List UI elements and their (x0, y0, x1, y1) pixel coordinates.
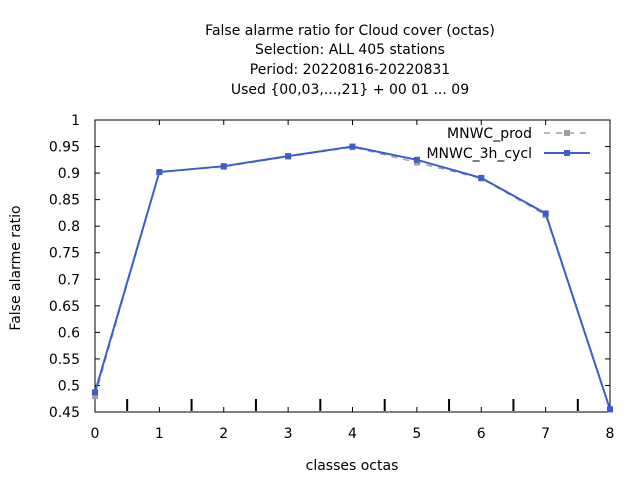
y-tick-label: 0.75 (49, 246, 80, 262)
y-tick-label: 0.95 (49, 140, 80, 156)
data-point (92, 393, 98, 400)
title-line-3: Period: 20220816-20220831 (250, 62, 450, 78)
x-tick-label: 3 (284, 426, 293, 442)
y-tick-label: 0.85 (49, 193, 80, 209)
series-line-mnwc-3h-cycl (94, 145, 611, 410)
plot-frame (94, 119, 611, 413)
x-tick-label: 0 (91, 426, 100, 442)
series-mnwc-3h-cycl (92, 143, 613, 413)
y-tick-label: 0.65 (49, 299, 80, 315)
data-point (220, 163, 227, 170)
data-point (478, 174, 485, 181)
x-tick-label: 1 (155, 426, 164, 442)
y-tick-label: 0.5 (58, 378, 80, 394)
y-tick-label: 0.55 (49, 352, 80, 368)
y-axis: 0.45 0.5 0.55 0.6 0.65 0.7 0.75 0.8 0.85 0.9 0.95 1 (49, 113, 610, 421)
legend: MNWC_prod MNWC_3h_cycl (426, 126, 590, 162)
x-tick-label: 2 (219, 426, 228, 442)
x-tick-label: 7 (541, 426, 550, 442)
x-axis: 0 1 2 3 4 5 6 7 8 (91, 120, 615, 442)
data-point (92, 389, 98, 396)
legend-label-mnwc-prod: MNWC_prod (447, 126, 532, 142)
y-tick-label: 0.45 (49, 405, 80, 421)
data-point (542, 210, 549, 217)
legend-marker-mnwc-3h-cycl (564, 150, 570, 156)
x-minor-ticks (126, 399, 579, 411)
x-axis-label: classes octas (306, 458, 399, 474)
series-mnwc-prod (92, 144, 613, 413)
chart-title: False alarme ratio for Cloud cover (octa… (205, 23, 495, 98)
y-axis-label: False alarme ratio (8, 205, 24, 330)
title-line-2: Selection: ALL 405 stations (255, 42, 445, 58)
y-tick-label: 0.7 (58, 272, 80, 288)
y-tick-label: 1 (71, 113, 80, 129)
y-tick-label: 0.6 (58, 325, 80, 341)
series-line-mnwc-prod (94, 146, 611, 410)
data-point (285, 153, 292, 160)
title-line-1: False alarme ratio for Cloud cover (octa… (205, 23, 495, 39)
data-point (156, 169, 163, 176)
data-point (349, 143, 356, 150)
x-tick-label: 6 (477, 426, 486, 442)
legend-marker-mnwc-prod (564, 130, 570, 136)
x-tick-label: 8 (606, 426, 615, 442)
legend-label-mnwc-3h-cycl: MNWC_3h_cycl (426, 146, 532, 162)
data-point (413, 156, 420, 163)
title-line-4: Used {00,03,...,21} + 00 01 ... 09 (231, 82, 469, 98)
y-tick-label: 0.9 (58, 166, 80, 182)
x-tick-label: 5 (412, 426, 421, 442)
y-tick-label: 0.8 (58, 219, 80, 235)
series-layer (92, 143, 613, 413)
x-tick-label: 4 (348, 426, 357, 442)
data-point (607, 406, 613, 413)
